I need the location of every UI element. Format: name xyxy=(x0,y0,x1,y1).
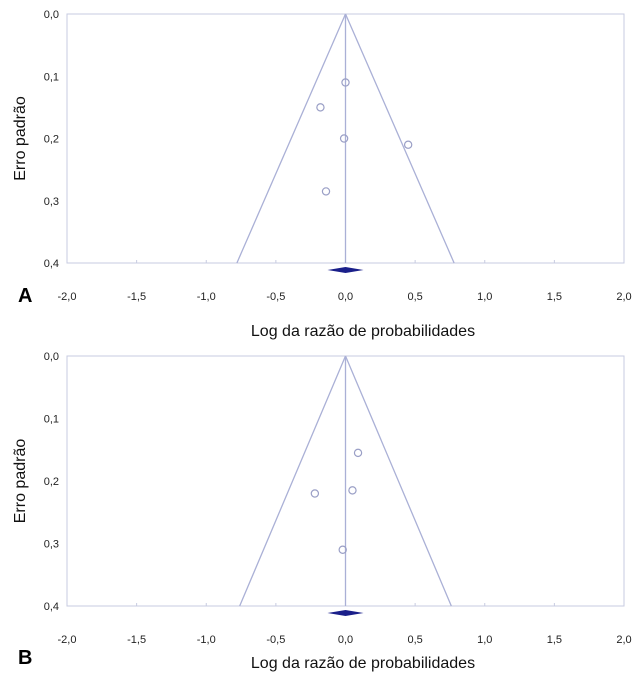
y-tick-label: 0,1 xyxy=(44,71,59,83)
y-axis-label: Erro padrão xyxy=(12,96,29,181)
study-point xyxy=(348,486,357,495)
study-point xyxy=(321,187,331,196)
pooled-estimate-diamond xyxy=(327,267,364,273)
study-point xyxy=(338,545,347,554)
x-tick-label: -0,5 xyxy=(266,291,285,303)
funnel-right-limit xyxy=(344,13,455,264)
funnel-right-limit xyxy=(344,355,452,607)
y-tick-label: 0,1 xyxy=(44,414,59,426)
y-tick-label: 0,3 xyxy=(44,196,59,208)
x-tick-label: 1,0 xyxy=(477,291,492,303)
x-tick-label: 0,0 xyxy=(338,634,353,646)
x-axis-label: Log da razão de probabilidades xyxy=(251,323,475,340)
y-tick-label: 0,2 xyxy=(44,476,59,488)
y-tick-label: 0,0 xyxy=(44,9,59,21)
study-point xyxy=(353,448,363,458)
x-tick-label: -1,5 xyxy=(127,634,146,646)
x-tick-label: -1,5 xyxy=(127,291,146,303)
study-point xyxy=(339,134,349,143)
funnel-left-limit xyxy=(239,355,347,607)
study-point xyxy=(316,103,325,112)
pooled-estimate-diamond xyxy=(327,610,364,616)
panel-label: B xyxy=(18,647,32,669)
x-tick-label: -2,0 xyxy=(58,634,77,646)
panel-label: A xyxy=(18,285,32,307)
y-tick-label: 0,2 xyxy=(44,134,59,146)
x-tick-label: -2,0 xyxy=(58,291,77,303)
x-tick-label: 0,5 xyxy=(407,291,422,303)
y-axis-label: Erro padrão xyxy=(12,439,29,524)
x-tick-label: -0,5 xyxy=(266,634,285,646)
y-tick-label: 0,4 xyxy=(44,258,59,270)
x-tick-label: 1,0 xyxy=(477,634,492,646)
x-tick-label: 0,5 xyxy=(407,634,422,646)
funnel-plot-panel-b: -2,0 -1,5 -1,0 -0,5 0,0 0,5 1,0 1,5 2,0 0,0 0,1 0,2… xyxy=(12,351,632,672)
x-tick-label: -1,0 xyxy=(197,291,216,303)
x-tick-label: 1,5 xyxy=(547,291,562,303)
y-tick-label: 0,3 xyxy=(44,539,59,551)
x-axis-label: Log da razão de probabilidades xyxy=(251,655,475,672)
x-tick-label: 1,5 xyxy=(547,634,562,646)
x-tick-label: 2,0 xyxy=(616,634,631,646)
funnel-left-limit xyxy=(236,13,347,264)
y-tick-label: 0,0 xyxy=(44,351,59,363)
x-tick-label: 0,0 xyxy=(338,291,353,303)
x-tick-label: -1,0 xyxy=(197,634,216,646)
study-point xyxy=(341,78,350,87)
y-tick-label: 0,4 xyxy=(44,601,59,613)
study-point xyxy=(403,140,413,149)
x-tick-label: 2,0 xyxy=(616,291,631,303)
study-point xyxy=(310,489,320,498)
funnel-plot-panel-a: -2,0 -1,5 -1,0 -0,5 0,0 0,5 1,0 1,5 2,0 0,0 0,1 0,2… xyxy=(12,9,632,340)
